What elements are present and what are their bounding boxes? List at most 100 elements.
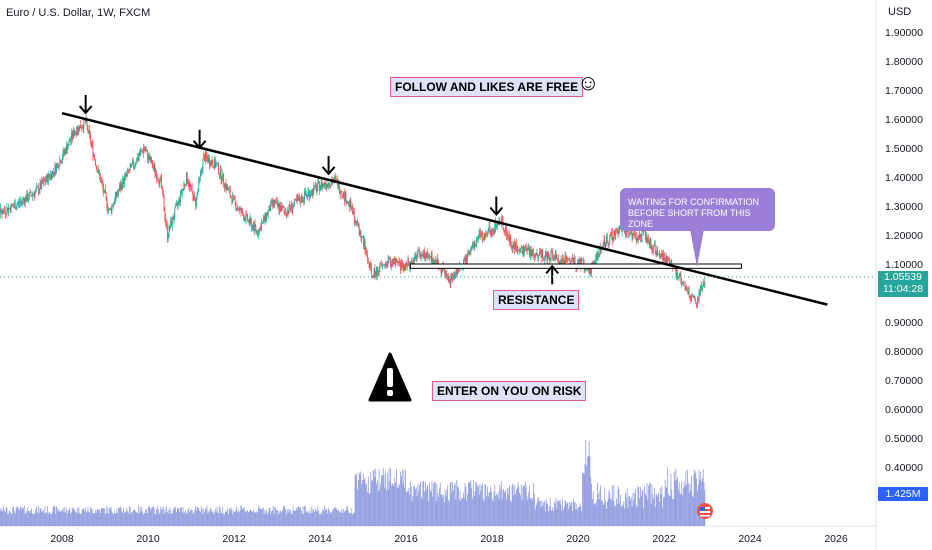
volume-bar xyxy=(649,483,651,526)
candle xyxy=(486,231,488,238)
candle xyxy=(247,219,249,223)
candle xyxy=(472,241,473,250)
candle xyxy=(383,263,385,266)
candle xyxy=(67,143,69,151)
y-tick-label: 1.70000 xyxy=(885,85,923,97)
volume-bar xyxy=(71,512,72,526)
candle xyxy=(424,253,426,262)
volume-bar xyxy=(81,510,83,526)
volume-bar xyxy=(424,491,425,526)
candle xyxy=(104,184,106,195)
volume-bar xyxy=(290,513,292,526)
volume-bar xyxy=(275,508,277,526)
candle xyxy=(208,153,210,164)
volume-bar xyxy=(454,482,456,526)
volume-bar xyxy=(377,490,379,526)
volume-bar xyxy=(22,507,24,526)
volume-bar xyxy=(350,513,352,526)
volume-bar xyxy=(75,512,77,526)
volume-bar xyxy=(131,511,133,526)
volume-bar xyxy=(439,482,441,526)
candle xyxy=(281,203,283,211)
candle xyxy=(381,259,382,268)
candle xyxy=(309,190,310,202)
candle xyxy=(594,259,596,265)
candle xyxy=(703,281,705,288)
volume-bar xyxy=(548,506,550,526)
candle xyxy=(108,206,110,214)
candle xyxy=(190,182,191,193)
volume-bar xyxy=(653,498,654,526)
candle xyxy=(346,199,348,205)
candle xyxy=(476,236,478,248)
volume-bar xyxy=(692,495,693,526)
volume-bar xyxy=(119,505,121,526)
y-tick-label: 1.50000 xyxy=(885,143,923,155)
volume-bar xyxy=(30,509,32,526)
volume-bar xyxy=(29,512,31,526)
volume-bar xyxy=(684,486,686,526)
candle xyxy=(68,138,70,146)
volume-bar xyxy=(62,507,64,526)
volume-bar xyxy=(514,485,516,526)
volume-bar xyxy=(333,509,334,526)
candle xyxy=(415,254,417,262)
candle xyxy=(10,203,12,213)
candle xyxy=(209,154,210,170)
candle xyxy=(471,245,473,251)
volume-bar xyxy=(382,468,384,526)
volume-bar xyxy=(439,488,440,526)
volume-bar xyxy=(241,505,243,526)
volume-bar xyxy=(142,514,144,526)
candle xyxy=(236,207,238,211)
candle xyxy=(138,153,139,162)
volume-bar xyxy=(182,507,184,526)
candle xyxy=(467,250,468,265)
candle xyxy=(470,246,472,256)
volume-bar xyxy=(525,481,526,526)
volume-bar xyxy=(186,513,188,526)
y-tick-label: 0.40000 xyxy=(885,462,923,474)
candle xyxy=(90,130,91,146)
volume-bar xyxy=(626,488,628,526)
candle xyxy=(275,199,277,204)
volume-bar xyxy=(228,514,229,526)
volume-bar xyxy=(113,514,114,526)
volume-bar xyxy=(69,507,71,526)
candle xyxy=(140,146,142,157)
volume-bar xyxy=(415,487,417,526)
candle xyxy=(463,256,465,261)
candle xyxy=(228,187,229,192)
callout-pointer xyxy=(690,229,704,267)
candle xyxy=(39,179,41,195)
volume-bar xyxy=(697,490,698,526)
volume-bar xyxy=(397,488,399,526)
candle xyxy=(531,249,533,260)
volume-bar xyxy=(80,513,82,526)
volume-bar xyxy=(339,510,341,526)
candle xyxy=(177,200,179,210)
candle xyxy=(611,227,613,246)
candle xyxy=(512,240,514,254)
candle xyxy=(544,255,545,265)
volume-bar xyxy=(546,503,548,526)
volume-bar xyxy=(252,511,253,526)
candle xyxy=(348,201,349,207)
volume-bar xyxy=(427,484,429,526)
volume-bar xyxy=(625,492,626,526)
candle xyxy=(325,183,327,190)
volume-bar xyxy=(386,490,387,526)
volume-bar xyxy=(398,483,400,526)
volume-bar xyxy=(211,511,213,526)
candle xyxy=(201,166,203,174)
volume-bar xyxy=(264,509,266,526)
candle xyxy=(510,241,512,250)
candle xyxy=(525,244,526,251)
volume-bar xyxy=(3,505,5,526)
volume-bar xyxy=(257,512,258,526)
us-flag-event-icon[interactable] xyxy=(696,502,714,520)
candle xyxy=(13,202,14,209)
candle xyxy=(417,246,419,258)
candle xyxy=(238,207,239,212)
